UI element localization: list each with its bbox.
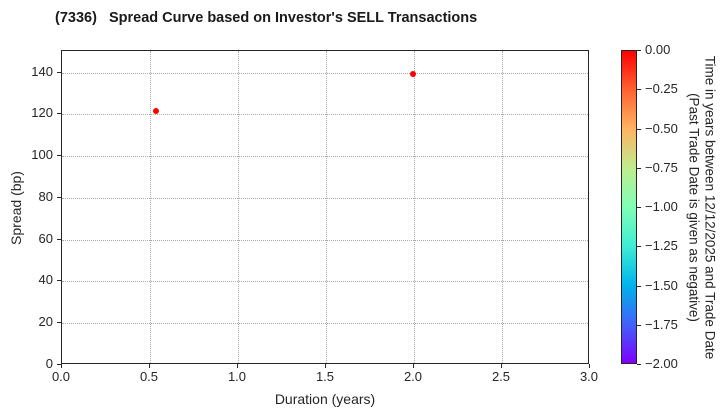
x-gridline (414, 51, 415, 363)
colorbar-tick-label: 0.00 (645, 42, 671, 57)
x-axis-label: Duration (years) (274, 391, 376, 407)
x-tick-label: 1.0 (227, 369, 247, 384)
colorbar-tick-mark (637, 207, 641, 208)
colorbar-tick-label: −1.75 (645, 316, 678, 332)
x-tick-label: 0.0 (51, 369, 71, 384)
y-tick-label: 80 (38, 188, 53, 204)
y-tick-mark (57, 155, 61, 157)
x-tick-label: 0.5 (139, 369, 159, 384)
x-tick-mark (413, 364, 414, 368)
y-tick-mark (57, 322, 61, 324)
colorbar-label-line1: Time in years between 12/12/2025 and Tra… (702, 55, 718, 360)
y-tick-label: 120 (31, 105, 53, 121)
colorbar-tick-mark (637, 364, 641, 365)
data-point (153, 108, 160, 115)
x-tick-label: 1.5 (315, 369, 335, 384)
x-gridline (502, 51, 503, 363)
x-tick-mark (589, 364, 590, 368)
colorbar-tick-mark (637, 167, 641, 169)
y-tick-mark (57, 364, 61, 365)
y-gridline (62, 197, 588, 199)
y-gridline (62, 72, 588, 74)
y-tick-label: 100 (31, 147, 53, 163)
x-tick-mark (61, 364, 62, 368)
colorbar-tick-label: −0.50 (645, 120, 678, 136)
colorbar-tick-label: −1.25 (645, 238, 678, 254)
chart-title: (7336) Spread Curve based on Investor's … (55, 10, 478, 26)
colorbar-tick-label: −1.50 (645, 277, 678, 293)
x-gridline (150, 51, 151, 363)
y-tick-mark (57, 196, 61, 198)
y-tick-label: 140 (31, 63, 53, 79)
y-gridline (62, 281, 588, 283)
y-gridline (62, 323, 588, 325)
y-tick-label: 40 (38, 272, 53, 288)
colorbar-gradient (621, 50, 637, 364)
y-tick-label: 20 (38, 314, 53, 330)
data-point (410, 70, 416, 77)
y-gridline (62, 239, 588, 241)
plot-area (61, 50, 589, 364)
x-tick-mark (325, 364, 326, 368)
y-tick-mark (57, 280, 61, 282)
x-tick-label: 2.0 (403, 369, 423, 384)
x-gridline (238, 51, 239, 363)
y-tick-label: 0 (45, 356, 53, 371)
y-gridline (62, 156, 588, 158)
y-tick-mark (57, 113, 61, 115)
colorbar-tick-label: −0.25 (645, 81, 678, 97)
x-tick-mark (237, 364, 238, 368)
colorbar-tick-mark (637, 50, 641, 51)
colorbar-tick-mark (637, 285, 641, 287)
y-tick-label: 60 (38, 230, 53, 246)
y-tick-mark (57, 238, 61, 240)
x-tick-mark (501, 364, 502, 368)
x-tick-label: 2.5 (491, 369, 511, 384)
colorbar-tick-label: −2.00 (645, 356, 678, 371)
colorbar-tick-mark (637, 89, 641, 91)
colorbar-tick-label: −1.00 (645, 199, 678, 214)
colorbar-tick-mark (637, 324, 641, 326)
colorbar-tick-mark (637, 246, 641, 248)
colorbar-tick-mark (637, 128, 641, 130)
x-tick-label: 3.0 (579, 369, 599, 384)
y-tick-mark (57, 71, 61, 73)
x-tick-mark (149, 364, 150, 368)
colorbar-tick-label: −0.75 (645, 159, 678, 175)
x-gridline (326, 51, 327, 363)
y-gridline (62, 114, 588, 116)
